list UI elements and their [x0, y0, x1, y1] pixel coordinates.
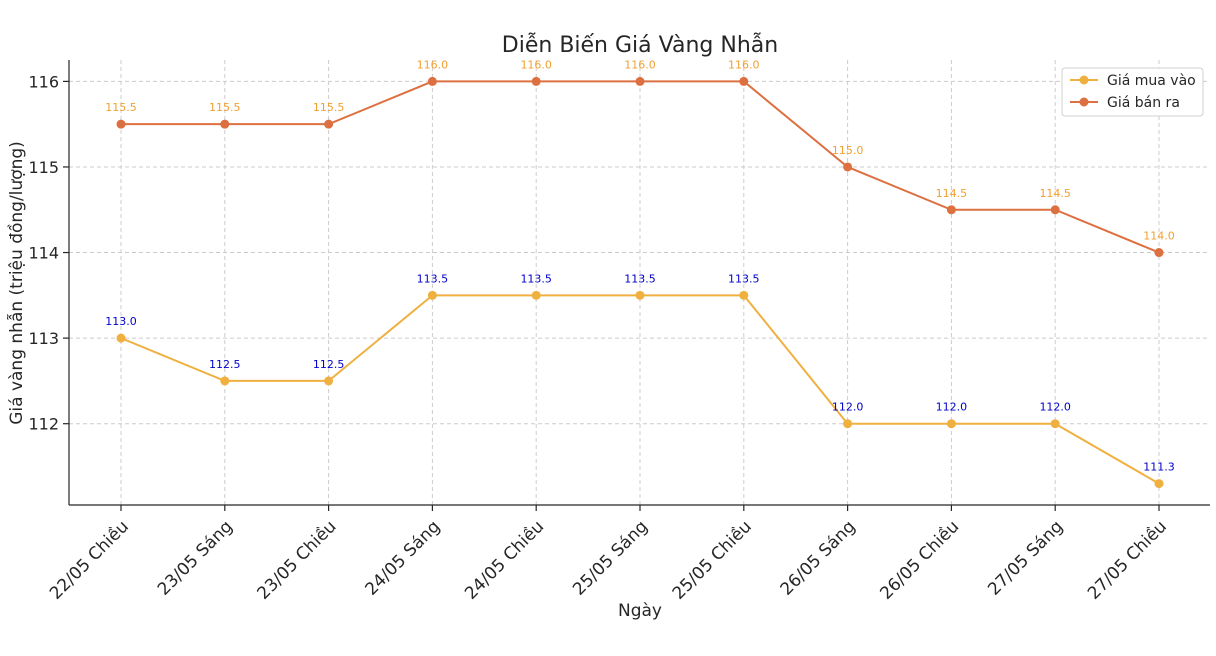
legend-swatch-marker	[1079, 97, 1089, 107]
data-label: 116.0	[624, 58, 656, 71]
data-point	[116, 119, 126, 129]
data-label: 115.0	[832, 144, 864, 157]
x-tick-label: 22/05 Chiều	[45, 516, 133, 604]
legend-label: Giá mua vào	[1107, 73, 1196, 89]
data-point	[1154, 248, 1164, 258]
data-point	[324, 119, 334, 129]
y-ticks: 112 113 114 115 116	[28, 72, 69, 434]
chart-title: Diễn Biến Giá Vàng Nhẫn	[502, 32, 778, 58]
data-label: 114.5	[936, 187, 968, 200]
data-point	[220, 119, 230, 129]
data-point	[843, 419, 853, 429]
data-label: 112.5	[209, 358, 241, 371]
data-label: 113.0	[105, 315, 137, 328]
data-point	[531, 76, 541, 86]
y-tick-label: 116	[28, 72, 59, 91]
x-axis-label: Ngày	[618, 601, 662, 621]
y-tick-label: 115	[28, 158, 59, 177]
legend-swatch-marker	[1079, 75, 1089, 85]
y-tick-label: 112	[28, 415, 59, 434]
x-tick-label: 27/05 Sáng	[984, 517, 1067, 600]
data-label: 112.5	[313, 358, 345, 371]
data-point	[220, 376, 230, 386]
data-point	[427, 76, 437, 86]
data-label: 113.5	[417, 272, 449, 285]
data-label: 116.0	[417, 58, 449, 71]
data-label: 112.0	[832, 401, 864, 414]
x-tick-label: 27/05 Chiều	[1083, 516, 1171, 604]
data-label: 111.3	[1143, 461, 1175, 474]
y-axis-label: Giá vàng nhẫn (triệu đồng/lượng)	[6, 141, 27, 425]
data-point	[635, 290, 645, 300]
data-point	[1050, 205, 1060, 215]
data-label: 113.5	[624, 272, 656, 285]
data-point	[739, 290, 749, 300]
x-tick-label: 23/05 Chiều	[253, 516, 341, 604]
legend-label: Giá bán ra	[1107, 95, 1180, 111]
data-label: 114.5	[1039, 187, 1071, 200]
data-point	[1154, 479, 1164, 489]
y-tick-label: 114	[28, 244, 59, 263]
x-tick-label: 25/05 Sáng	[569, 517, 652, 600]
x-tick-label: 24/05 Sáng	[361, 517, 444, 600]
data-point	[324, 376, 334, 386]
series	[116, 76, 1164, 489]
legend: Giá mua vào Giá bán ra	[1061, 67, 1204, 117]
data-label: 114.0	[1143, 230, 1175, 243]
x-tick-label: 26/05 Chiều	[876, 516, 964, 604]
x-tick-label: 24/05 Chiều	[460, 516, 548, 604]
data-point	[843, 162, 853, 172]
x-tick-label: 26/05 Sáng	[777, 517, 860, 600]
data-point	[635, 76, 645, 86]
data-label: 112.0	[936, 401, 968, 414]
data-label: 115.5	[105, 101, 137, 114]
x-tick-label: 25/05 Chiều	[668, 516, 756, 604]
data-label: 116.0	[728, 58, 760, 71]
data-label: 116.0	[520, 58, 552, 71]
data-point	[1050, 419, 1060, 429]
x-tick-label: 23/05 Sáng	[154, 517, 237, 600]
data-label: 113.5	[728, 272, 760, 285]
data-label: 115.5	[209, 101, 241, 114]
y-tick-label: 113	[28, 329, 59, 348]
data-label: 112.0	[1039, 401, 1071, 414]
data-point	[946, 205, 956, 215]
data-labels: 113.0 112.5 112.5 113.5 113.5 113.5 113.5 112.0…	[105, 58, 1175, 473]
x-ticks: 22/05 Chiều 23/05 Sáng 23/05 Chiều 24/05 Sá…	[45, 505, 1171, 604]
data-point	[739, 76, 749, 86]
data-point	[531, 290, 541, 300]
data-label: 113.5	[520, 272, 552, 285]
data-label: 115.5	[313, 101, 345, 114]
data-point	[427, 290, 437, 300]
data-point	[116, 333, 126, 343]
data-point	[946, 419, 956, 429]
